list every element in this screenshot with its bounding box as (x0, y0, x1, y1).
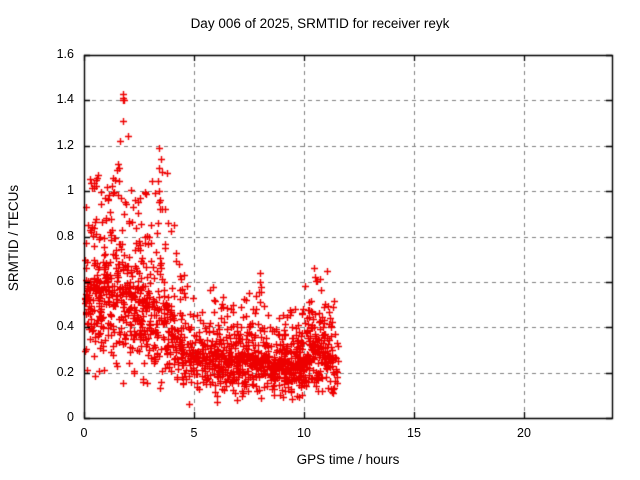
y-axis-label: SRMTID / TECUs (6, 184, 21, 292)
y-tick-label: 1.6 (56, 47, 74, 61)
x-tick-label: 0 (80, 426, 88, 440)
y-tick-label: 1 (67, 183, 74, 198)
y-tick-label: 0.8 (56, 228, 74, 243)
x-axis-label: GPS time / hours (296, 452, 400, 467)
x-tick-label: 10 (297, 426, 311, 440)
y-tick-label: 1.2 (56, 137, 74, 152)
x-tick-label: 20 (517, 426, 531, 440)
y-tick-label: 0.2 (56, 364, 74, 379)
x-tick-label: 15 (407, 426, 421, 440)
page-title: Day 006 of 2025, SRMTID for receiver rey… (190, 16, 450, 31)
x-tick-label: 5 (190, 426, 198, 440)
y-tick-label: 0 (67, 410, 74, 424)
y-tick-label: 0.4 (56, 319, 74, 334)
y-tick-label: 0.6 (56, 273, 74, 288)
y-tick-label: 1.4 (56, 92, 74, 107)
